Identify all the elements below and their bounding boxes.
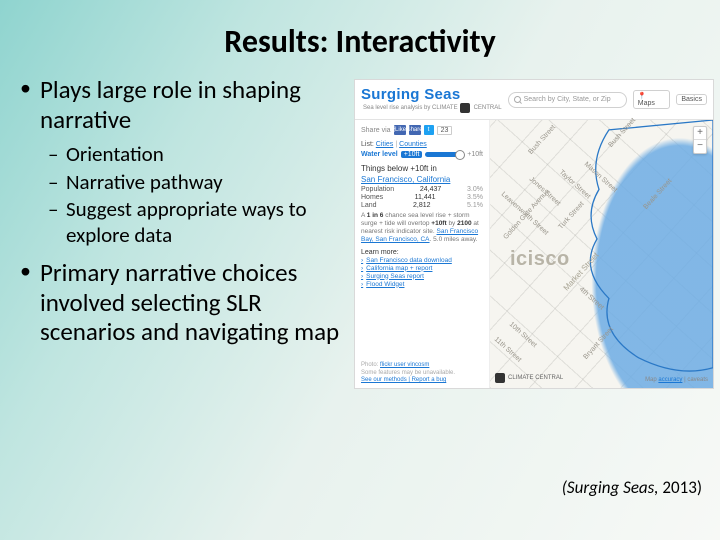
- climate-central-icon: [495, 373, 505, 383]
- zoom-in-button[interactable]: +: [694, 127, 706, 140]
- map-accuracy-note: Map accuracy | caveats: [645, 377, 708, 383]
- slide-title: Results: Interactivity: [0, 0, 720, 71]
- learn-link-3[interactable]: Surging Seas report: [361, 273, 483, 280]
- search-input[interactable]: Search by City, State, or Zip: [508, 92, 627, 108]
- citation: (Surging Seas, 2013): [562, 477, 702, 498]
- learn-more-heading: Learn more:: [361, 249, 483, 256]
- basics-button[interactable]: Basics: [676, 94, 707, 105]
- map-area[interactable]: Bush Street Bush Street Jones Street Tay…: [490, 120, 713, 388]
- slide-content: Plays large role in shaping narrative Or…: [0, 71, 720, 389]
- screenshot-container: Surging Seas Sea level rise analysis by …: [348, 75, 714, 389]
- bullet-list: Plays large role in shaping narrative Or…: [18, 75, 348, 389]
- app-header: Surging Seas Sea level rise analysis by …: [355, 80, 713, 120]
- stat-population: Population24,4373.0%: [361, 186, 483, 193]
- city-link[interactable]: San Francisco, California: [361, 175, 483, 184]
- water-level-slider[interactable]: Water level +10ft +10ft: [361, 151, 483, 158]
- share-row: Share via f Like Share t 23: [361, 125, 483, 135]
- sub-bullet-3: Suggest appropriate ways to explore data: [18, 197, 348, 248]
- facebook-share[interactable]: Share: [409, 125, 421, 135]
- slider-track[interactable]: [425, 152, 464, 157]
- stat-homes: Homes11,4413.5%: [361, 194, 483, 201]
- bullet-2: Primary narrative choices involved selec…: [18, 258, 348, 347]
- water-level-max: +10ft: [467, 151, 483, 158]
- facebook-like[interactable]: f Like: [394, 125, 406, 135]
- methods-link[interactable]: See our methods | Report a bug: [361, 377, 446, 383]
- list-tabs: List: Cities|Counties: [361, 141, 483, 148]
- map-city-label: icisco: [510, 248, 570, 271]
- photo-credit-link[interactable]: flickr user vincosm: [380, 362, 429, 368]
- search-icon: [514, 96, 521, 103]
- learn-link-2[interactable]: California map + report: [361, 265, 483, 272]
- water-level-label: Water level: [361, 151, 398, 158]
- brand-title: Surging Seas: [361, 86, 502, 103]
- twitter-icon[interactable]: t: [424, 125, 434, 135]
- learn-link-4[interactable]: Flood Widget: [361, 281, 483, 288]
- share-count: 23: [437, 126, 453, 135]
- zoom-control[interactable]: + −: [693, 126, 707, 154]
- search-placeholder: Search by City, State, or Zip: [524, 96, 611, 103]
- climate-central-icon: [460, 103, 470, 113]
- brand-subtitle-2: CENTRAL: [474, 105, 502, 111]
- surging-seas-screenshot: Surging Seas Sea level rise analysis by …: [354, 79, 714, 389]
- accuracy-link[interactable]: accuracy: [658, 377, 682, 383]
- panel-footer: Photo: flickr user vincosm Some features…: [361, 362, 486, 384]
- stat-land: Land2,8125.1%: [361, 202, 483, 209]
- map-attribution: CLIMATE CENTRAL: [495, 373, 563, 383]
- learn-link-1[interactable]: San Francisco data download: [361, 257, 483, 264]
- brand-subtitle: Sea level rise analysis by CLIMATE: [363, 105, 458, 111]
- brand-block: Surging Seas Sea level rise analysis by …: [361, 86, 502, 113]
- bullet-1: Plays large role in shaping narrative: [18, 75, 348, 134]
- water-level-value: +10ft: [401, 151, 423, 158]
- list-label: List:: [361, 141, 374, 148]
- risk-blurb: A 1 in 6 chance sea level rise + storm s…: [361, 212, 483, 245]
- zoom-out-button[interactable]: −: [694, 140, 706, 153]
- sub-bullet-1: Orientation: [18, 142, 348, 168]
- side-panel: Share via f Like Share t 23 List: Cities…: [355, 120, 490, 388]
- app-body: Share via f Like Share t 23 List: Cities…: [355, 120, 713, 388]
- tab-cities[interactable]: Cities: [376, 141, 394, 148]
- maps-button[interactable]: 📍 Maps: [633, 90, 671, 109]
- sub-bullet-2: Narrative pathway: [18, 170, 348, 196]
- things-below-heading: Things below +10ft in: [361, 164, 483, 173]
- share-label: Share via: [361, 127, 391, 134]
- tab-counties[interactable]: Counties: [399, 141, 427, 148]
